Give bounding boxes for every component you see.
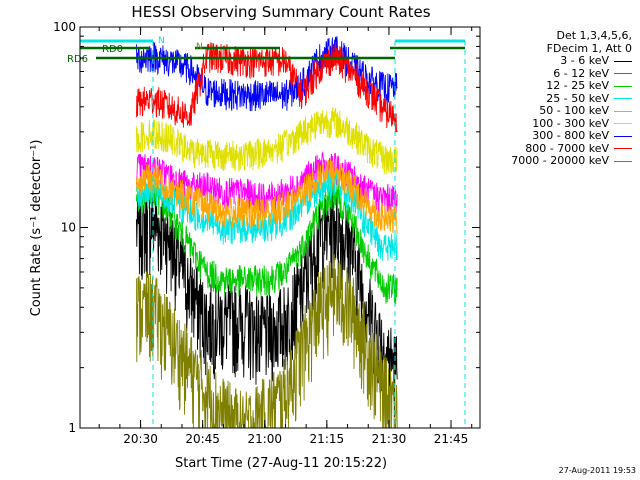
legend-label: 25 - 50 keV — [546, 91, 609, 105]
series-line — [135, 41, 398, 133]
legend-item: 50 - 100 keV — [480, 104, 632, 118]
legend-swatch — [614, 135, 632, 137]
x-tick-label: 20:45 — [185, 432, 220, 446]
series-layer — [135, 36, 398, 429]
generation-timestamp: 27-Aug-2011 19:53 — [558, 466, 636, 475]
legend-swatch — [614, 73, 632, 75]
legend-item: 6 - 12 keV — [480, 66, 632, 81]
legend-label: 7000 - 20000 keV — [511, 154, 609, 167]
legend-label: 50 - 100 keV — [539, 104, 609, 117]
legend-header-2: FDecim 1, Att 0 — [546, 41, 632, 55]
series-line — [135, 180, 398, 305]
y-axis-title: Count Rate (s⁻¹ detector⁻¹) — [29, 140, 44, 317]
y-tick-label: 10 — [61, 221, 76, 235]
series-line — [135, 107, 398, 175]
legend-label: 12 - 25 keV — [546, 79, 609, 92]
x-tick-label: 21:15 — [310, 432, 345, 446]
y-tick-label: 1 — [68, 421, 76, 435]
legend-label: 100 - 300 keV — [532, 116, 609, 130]
rd6-label: RD6 — [67, 54, 88, 65]
legend-swatch — [614, 110, 632, 112]
legend-swatch — [614, 98, 632, 100]
overlay-layer: RD0 RD6 N N — [67, 36, 466, 428]
legend-swatch — [614, 160, 632, 162]
series-line — [135, 159, 398, 235]
axes-layer: 1 10 100 20:30 20:45 21:00 21:15 21:30 21:45 — [53, 20, 481, 446]
legend-header-1: Det 1,3,4,5,6, — [556, 29, 632, 42]
legend-item: 25 - 50 keV — [480, 91, 632, 106]
chart-title: HESSI Observing Summary Count Rates — [131, 3, 430, 21]
legend-item: 100 - 300 keV — [480, 116, 632, 131]
series-line — [135, 36, 398, 112]
x-tick-label: 20:30 — [123, 432, 158, 446]
legend-label: 800 - 7000 keV — [525, 141, 609, 155]
legend-item: 300 - 800 keV — [480, 129, 632, 143]
night-label: N — [158, 36, 165, 46]
x-axis-title: Start Time (27-Aug-11 20:15:22) — [175, 456, 387, 471]
legend-swatch — [614, 85, 632, 87]
saa-label: N — [196, 42, 203, 52]
legend-swatch — [614, 60, 632, 62]
legend-item: 800 - 7000 keV — [480, 141, 632, 156]
legend-item: 3 - 6 keV — [480, 54, 632, 68]
legend-label: 3 - 6 keV — [560, 54, 609, 67]
legend-label: 300 - 800 keV — [532, 129, 609, 142]
legend-item: 7000 - 20000 keV — [480, 154, 632, 168]
x-tick-label: 21:45 — [434, 432, 469, 446]
x-tick-label: 21:00 — [247, 432, 282, 446]
legend-swatch — [614, 148, 632, 150]
legend-label: 6 - 12 keV — [553, 66, 609, 80]
legend-swatch — [614, 123, 632, 125]
legend-item: 12 - 25 keV — [480, 79, 632, 93]
y-tick-label: 100 — [53, 20, 76, 34]
x-tick-label: 21:30 — [372, 432, 407, 446]
legend: Det 1,3,4,5,6, FDecim 1, Att 0 3 - 6 keV… — [480, 29, 632, 168]
rd0-label: RD0 — [102, 44, 123, 55]
